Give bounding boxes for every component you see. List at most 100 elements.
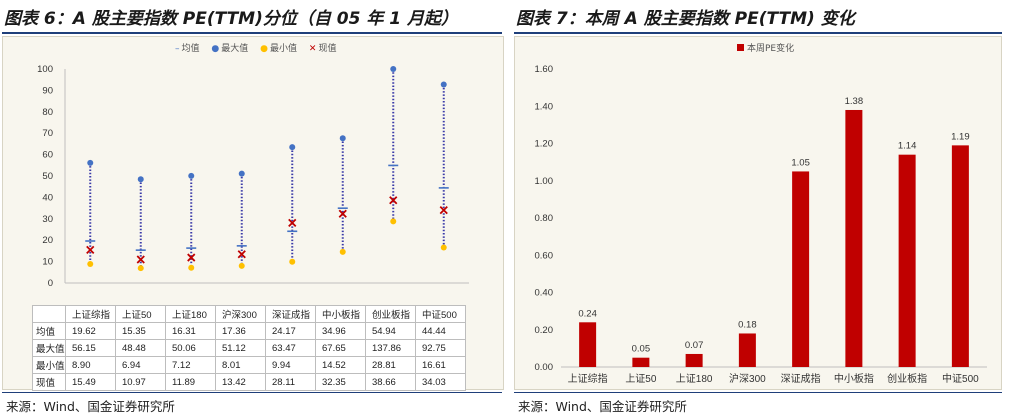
table-cell: 48.48: [115, 339, 166, 357]
y-tick-label: 10: [42, 257, 53, 268]
min-point: [188, 264, 195, 271]
left-chart-area: – 均值 ● 最大值 ● 最小值 ✕ 现值 0 10 20 30 40 50 60 70 80 90 100…: [2, 36, 504, 391]
left-chart-svg: 0 10 20 30 40 50 60 70 80 90 100: [37, 64, 469, 289]
table-cell: 9.94: [265, 356, 316, 374]
bar-data-label: 0.05: [632, 344, 651, 355]
table-cell: 38.66: [365, 373, 416, 391]
bar: [792, 171, 810, 367]
left-source-note: 来源：Wind、国金证券研究所: [6, 399, 175, 414]
left-bottom-rule: [2, 392, 502, 393]
table-cell: 15.49: [65, 373, 116, 391]
y-tick-label: 20: [42, 235, 53, 246]
table-cell: 34.03: [415, 373, 466, 391]
table-row-header: 均值: [32, 322, 66, 340]
bar: [738, 333, 756, 367]
bar: [845, 109, 863, 367]
legend-swatch-icon: [737, 44, 744, 51]
x-tick-label: 沪深300: [729, 372, 766, 385]
x-tick-label: 上证50: [625, 373, 657, 385]
table-cell: 44.44: [415, 322, 466, 340]
bar-data-label: 1.19: [951, 131, 970, 142]
x-tick-label: 上证180: [676, 373, 713, 385]
max-point: [339, 135, 346, 142]
table-column-header: 创业板指: [365, 305, 416, 323]
right-bottom-rule: [514, 392, 1002, 393]
legend-label: 最小值: [270, 44, 298, 54]
left-title-rule: [2, 32, 502, 34]
table-cell: 16.31: [165, 322, 216, 340]
table-cell: 10.97: [115, 373, 166, 391]
table-column-header: 中小板指: [315, 305, 366, 323]
current-point: [237, 250, 246, 259]
bar: [951, 145, 969, 367]
table-cell: 19.62: [65, 322, 116, 340]
table-cell: 13.42: [215, 373, 266, 391]
mean-marker-icon: –: [175, 44, 180, 54]
right-figure-title: 图表 7：本周 A 股主要指数 PE(TTM) 变化: [516, 9, 855, 29]
table-cell: 7.12: [165, 356, 216, 374]
table-cell: 63.47: [265, 339, 316, 357]
table-cell: 34.96: [315, 322, 366, 340]
bar: [685, 353, 703, 367]
min-point: [238, 262, 245, 269]
legend-label: 最大值: [221, 44, 249, 54]
right-title-rule: [514, 32, 1002, 34]
right-chart-area: 本周PE变化 0.00 0.20 0.40 0.60 0.80 1.00 1.20 1.40 1…: [514, 36, 1002, 390]
table-cell: 32.35: [315, 373, 366, 391]
left-figure-panel: 图表 6：A 股主要指数 PE(TTM)分位（自 05 年 1 月起） – 均值 …: [0, 0, 505, 417]
min-point: [390, 218, 397, 225]
y-tick-label: 0.60: [535, 250, 554, 261]
legend-item-max: ● 最大值: [211, 44, 248, 54]
y-tick-label: 1.40: [535, 101, 554, 112]
bar: [898, 154, 916, 367]
table-row-header: 最小值: [32, 356, 66, 374]
table-cell: 8.01: [215, 356, 266, 374]
bar-data-label: 0.07: [685, 340, 704, 351]
table-corner-cell: [32, 305, 66, 323]
y-tick-label: 1.00: [535, 176, 554, 187]
y-tick-label: 50: [42, 171, 53, 182]
bar-data-label: 1.38: [845, 96, 864, 107]
bar-data-label: 1.14: [898, 141, 917, 152]
table-header-row: 上证综指 上证50 上证180 沪深300 深证成指 中小板指 创业板指 中证500: [32, 305, 466, 323]
y-tick-label: 1.20: [535, 139, 554, 150]
bar: [579, 322, 597, 367]
table-cell: 17.36: [215, 322, 266, 340]
table-cell: 28.11: [265, 373, 316, 391]
current-point: [288, 218, 297, 227]
y-tick-label: 30: [42, 214, 53, 225]
table-column-header: 沪深300: [215, 305, 266, 323]
table-cell: 24.17: [265, 322, 316, 340]
x-tick-label: 中小板指: [834, 372, 874, 385]
max-point: [440, 81, 447, 88]
max-point: [289, 144, 296, 151]
y-tick-label: 80: [42, 107, 53, 118]
max-point: [87, 159, 94, 166]
table-cell: 15.35: [115, 322, 166, 340]
table-cell: 14.52: [315, 356, 366, 374]
x-tick-label: 创业板指: [887, 372, 927, 385]
table-cell: 6.94: [115, 356, 166, 374]
max-point: [238, 170, 245, 177]
min-point: [339, 248, 346, 255]
legend-item-mean: – 均值: [175, 44, 200, 54]
current-point: [338, 209, 347, 218]
table-row: 均值 19.62 15.35 16.31 17.36 24.17 34.96 54.94 44.…: [32, 322, 466, 340]
y-tick-label: 0: [48, 278, 53, 289]
x-tick-label: 中证500: [942, 372, 979, 385]
left-figure-title: 图表 6：A 股主要指数 PE(TTM)分位（自 05 年 1 月起）: [4, 9, 459, 29]
right-chart-svg: 0.00 0.20 0.40 0.60 0.80 1.00 1.20 1.40 1.60 0.24…: [535, 64, 987, 385]
table-column-header: 上证综指: [65, 305, 116, 323]
table-row: 最大值 56.15 48.48 50.06 51.12 63.47 67.65 137.86 9…: [32, 339, 466, 357]
min-point: [137, 265, 144, 272]
y-tick-label: 100: [37, 64, 53, 75]
table-cell: 92.75: [415, 339, 466, 357]
x-tick-label: 深证成指: [781, 372, 821, 385]
table-cell: 56.15: [65, 339, 116, 357]
table-cell: 137.86: [365, 339, 416, 357]
right-figure-panel: 图表 7：本周 A 股主要指数 PE(TTM) 变化 本周PE变化 0.00 0.…: [512, 0, 1012, 417]
table-cell: 51.12: [215, 339, 266, 357]
min-point: [87, 260, 94, 267]
table-cell: 28.81: [365, 356, 416, 374]
data-table: 上证综指 上证50 上证180 沪深300 深证成指 中小板指 创业板指 中证500 均值 19.…: [32, 305, 466, 391]
